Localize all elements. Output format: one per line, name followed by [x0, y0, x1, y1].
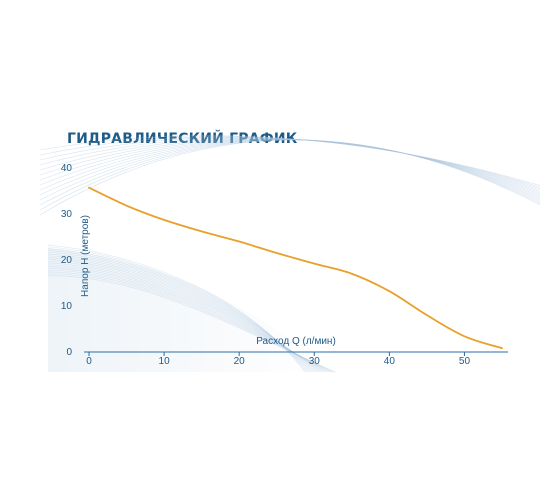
x-tick-label: 50 — [459, 356, 471, 367]
x-tick-label: 30 — [309, 356, 321, 367]
y-tick-label: 30 — [61, 209, 73, 220]
x-tick-label: 10 — [159, 356, 171, 367]
x-tick-label: 0 — [86, 356, 92, 367]
swoosh-arc — [39, 136, 541, 188]
tick-labels: 0 10 20 30 40 50 0 10 20 30 40 — [61, 163, 471, 367]
axis-labels: Расход Q (л/мин) Напор Н (метров) — [80, 215, 336, 347]
swoosh-arc — [39, 139, 541, 216]
background-swoosh-decoration — [39, 135, 541, 373]
swoosh-arc — [39, 137, 541, 191]
swoosh-arc — [39, 139, 541, 201]
y-tick-label: 40 — [61, 163, 73, 174]
y-tick-label: 10 — [61, 301, 73, 312]
swoosh-arc — [39, 138, 541, 197]
swoosh-arc — [39, 136, 541, 189]
y-tick-label: 0 — [66, 347, 72, 358]
x-tick-label: 40 — [384, 356, 396, 367]
x-axis-label: Расход Q (л/мин) — [256, 336, 336, 347]
swoosh-arc — [39, 139, 541, 198]
y-axis-label: Напор Н (метров) — [80, 215, 91, 297]
swoosh-arc — [39, 137, 541, 192]
swoosh-arc — [39, 139, 541, 200]
swoosh-arc — [39, 135, 541, 186]
y-tick-label: 20 — [61, 255, 73, 266]
swoosh-arc — [39, 138, 541, 194]
swoosh-shade — [48, 248, 330, 372]
series-layer — [88, 186, 503, 350]
chart-title: ГИДРАВЛИЧЕСКИЙ ГРАФИК — [67, 131, 298, 147]
swoosh-arc — [39, 139, 541, 211]
swoosh-arc — [39, 138, 541, 195]
chart-axes — [84, 351, 508, 356]
pump-curve-line — [88, 186, 503, 350]
swoosh-arc — [39, 139, 541, 206]
x-tick-label: 20 — [234, 356, 246, 367]
